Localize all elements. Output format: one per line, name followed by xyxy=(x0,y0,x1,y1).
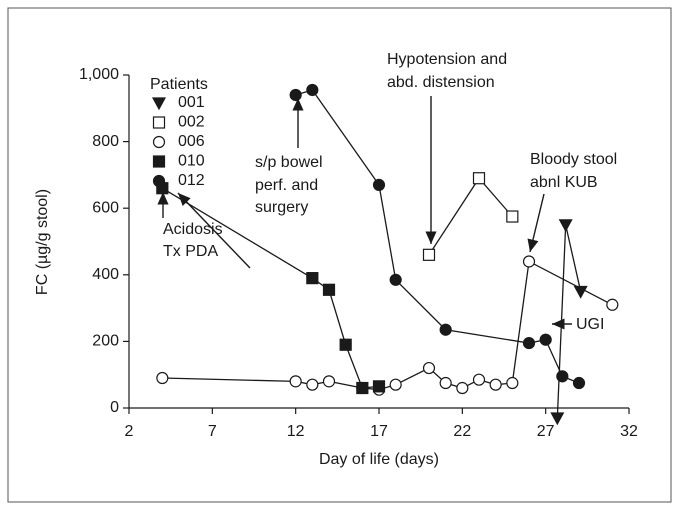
legend-label: 001 xyxy=(178,94,205,111)
marker xyxy=(306,378,319,391)
marker xyxy=(522,336,536,350)
marker xyxy=(339,338,352,351)
marker xyxy=(372,178,386,191)
annotation: Bloody stool xyxy=(530,151,617,168)
marker xyxy=(152,174,166,188)
marker xyxy=(289,88,302,102)
y-tick-label: 0 xyxy=(110,399,119,416)
series-line xyxy=(295,89,580,384)
marker xyxy=(572,376,586,390)
marker xyxy=(289,375,302,388)
y-tick-label: 400 xyxy=(92,266,119,283)
x-axis-label: Day of life (days) xyxy=(319,451,439,468)
marker xyxy=(152,116,166,129)
marker xyxy=(356,381,369,395)
legend-title: Patients xyxy=(150,76,208,93)
y-tick-label: 800 xyxy=(92,133,119,150)
annotation: abnl KUB xyxy=(530,174,598,191)
marker xyxy=(322,283,336,296)
marker xyxy=(489,378,502,391)
marker xyxy=(306,272,319,285)
marker xyxy=(456,381,469,395)
marker xyxy=(389,378,402,391)
y-tick-label: 200 xyxy=(92,333,119,350)
marker xyxy=(152,135,166,149)
marker xyxy=(422,361,436,375)
arrow xyxy=(527,193,545,253)
marker xyxy=(439,323,452,336)
x-tick-label: 27 xyxy=(537,423,555,440)
marker xyxy=(550,412,565,426)
x-tick-label: 12 xyxy=(287,423,305,440)
annotation: s/p bowel xyxy=(255,154,323,171)
legend-label: 010 xyxy=(178,153,205,170)
legend-label: 012 xyxy=(178,172,205,189)
series-line xyxy=(161,187,380,389)
marker xyxy=(573,285,588,299)
annotation: Tx PDA xyxy=(163,243,218,260)
marker xyxy=(539,333,552,346)
marker xyxy=(556,370,569,383)
marker xyxy=(522,255,536,268)
annotation: surgery xyxy=(255,199,308,216)
frame xyxy=(7,7,672,503)
marker xyxy=(306,83,319,97)
marker xyxy=(372,380,386,393)
marker xyxy=(506,210,519,223)
x-tick-label: 32 xyxy=(620,423,638,440)
y-axis-label: FC (µg/g stool) xyxy=(34,189,51,295)
marker xyxy=(422,248,436,261)
series-line xyxy=(428,177,513,256)
marker xyxy=(322,375,336,388)
annotation: perf. and xyxy=(255,177,318,194)
annotation: abd. distension xyxy=(387,74,495,91)
marker xyxy=(606,298,619,311)
annotation: Hypotension and xyxy=(387,51,507,68)
marker xyxy=(152,155,166,168)
x-tick-label: 7 xyxy=(208,423,217,440)
y-tick-label: 600 xyxy=(92,199,119,216)
marker xyxy=(558,219,573,233)
marker xyxy=(472,373,486,386)
annotation: Acidosis xyxy=(163,221,223,238)
marker xyxy=(506,376,519,390)
x-tick-label: 17 xyxy=(370,423,388,440)
x-tick-label: 22 xyxy=(453,423,471,440)
marker xyxy=(389,273,402,286)
marker xyxy=(156,371,169,385)
marker xyxy=(151,97,167,111)
series-line xyxy=(162,260,613,391)
annotation: UGI xyxy=(576,316,604,333)
marker xyxy=(472,172,486,185)
annotations: Acidosis Tx PDA s/p bowel perf. and surg… xyxy=(157,51,617,333)
legend-label: 002 xyxy=(178,114,205,131)
legend-label: 006 xyxy=(178,133,205,150)
marker xyxy=(439,376,452,390)
y-tick-label: 1,000 xyxy=(79,66,119,83)
x-tick-label: 2 xyxy=(125,423,134,440)
